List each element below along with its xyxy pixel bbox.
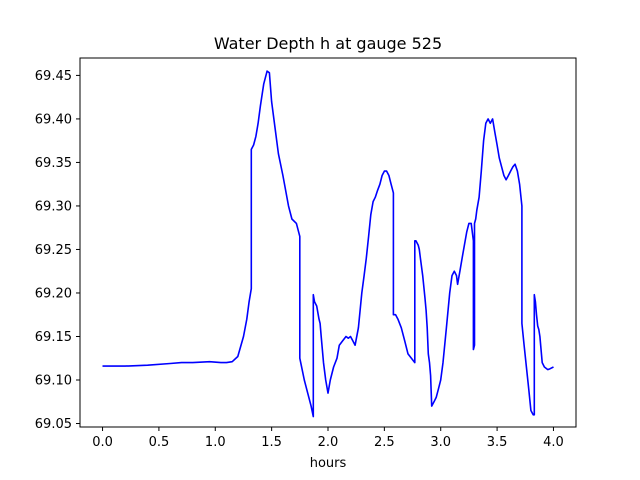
axes-frame bbox=[79, 57, 577, 428]
y-tick-label: 69.25 bbox=[35, 243, 72, 258]
x-tick-label: 2.0 bbox=[318, 435, 339, 450]
x-tick-label: 4.0 bbox=[543, 435, 564, 450]
y-tick-label: 69.10 bbox=[35, 374, 72, 389]
y-tick-label: 69.05 bbox=[35, 417, 72, 432]
x-tick-label: 3.5 bbox=[487, 435, 508, 450]
y-tick-label: 69.20 bbox=[35, 286, 72, 301]
plot-area bbox=[102, 70, 554, 418]
x-tick-label: 0.0 bbox=[92, 435, 113, 450]
chart-title: Water Depth h at gauge 525 bbox=[214, 34, 442, 53]
y-axis: 69.05 69.10 69.15 69.20 69.25 69.30 69.35 69.40… bbox=[35, 69, 80, 432]
y-tick-label: 69.15 bbox=[35, 330, 72, 345]
y-tick-label: 69.45 bbox=[35, 69, 72, 84]
x-tick-label: 3.0 bbox=[430, 435, 451, 450]
series-line-0 bbox=[102, 70, 554, 418]
y-tick-label: 69.35 bbox=[35, 156, 72, 171]
x-tick-label: 1.5 bbox=[261, 435, 282, 450]
x-tick-label: 0.5 bbox=[149, 435, 170, 450]
x-axis: 0.0 0.5 1.0 1.5 2.0 2.5 3.0 3.5 4.0 bbox=[92, 427, 564, 450]
x-axis-label: hours bbox=[310, 456, 347, 471]
y-tick-label: 69.40 bbox=[35, 112, 72, 127]
x-tick-label: 1.0 bbox=[205, 435, 226, 450]
x-tick-label: 2.5 bbox=[374, 435, 395, 450]
y-tick-label: 69.30 bbox=[35, 199, 72, 214]
